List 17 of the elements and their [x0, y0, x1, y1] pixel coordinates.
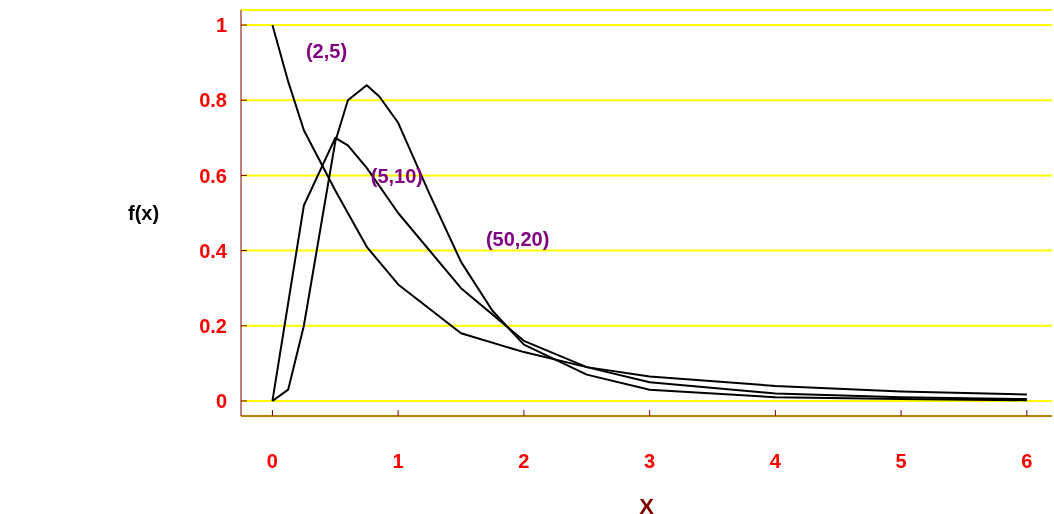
series-label: (50,20): [485, 228, 550, 251]
x-tick-label: 3: [644, 450, 656, 473]
x-tick-label: 6: [1021, 450, 1033, 473]
y-tick-label: 0.8: [199, 89, 227, 112]
y-tick-label: 0.4: [199, 239, 228, 262]
series-label: (2,5): [305, 40, 348, 63]
x-tick-label: 0: [266, 450, 278, 473]
x-tick-label: 2: [518, 450, 530, 473]
y-axis-title: f(x): [128, 202, 160, 225]
x-tick-label: 5: [895, 450, 907, 473]
y-tick-label: 0.2: [199, 314, 227, 337]
x-axis-title: X: [639, 494, 655, 514]
y-tick-label: 1: [215, 14, 227, 37]
x-tick-label: 4: [769, 450, 782, 473]
y-tick-label: 0: [215, 390, 227, 413]
x-tick-label: 1: [392, 450, 404, 473]
y-tick-label: 0.6: [199, 164, 227, 187]
